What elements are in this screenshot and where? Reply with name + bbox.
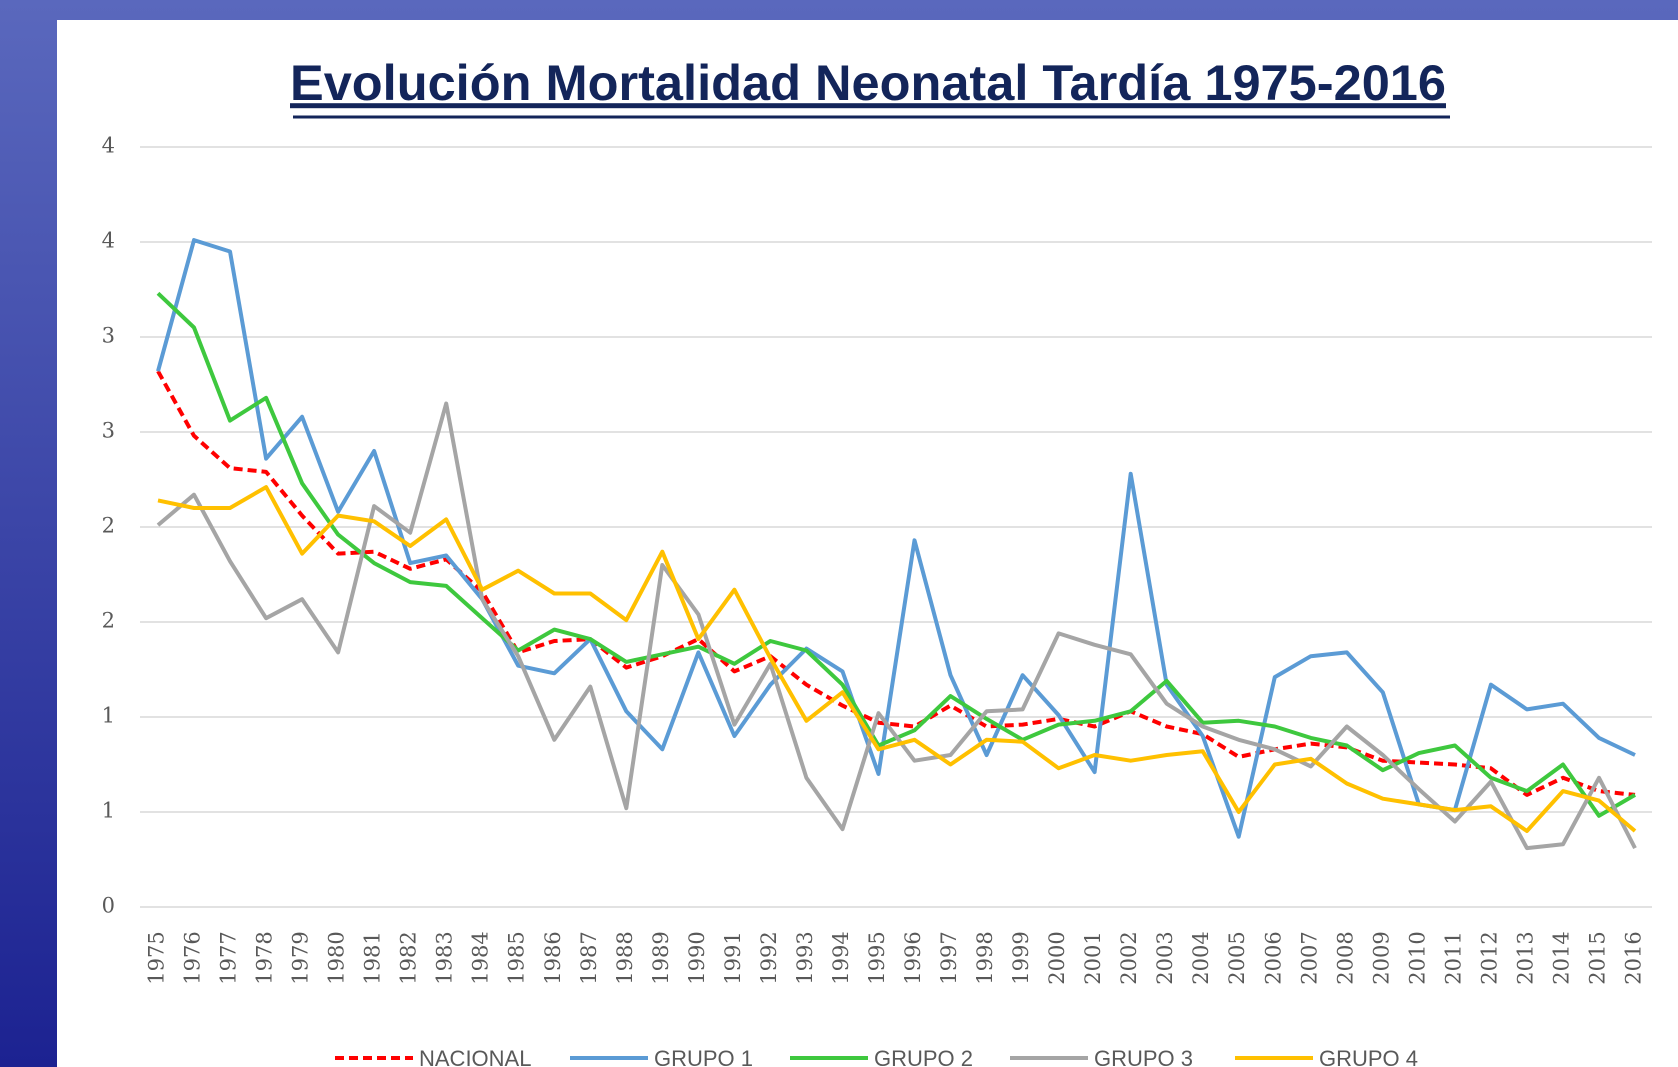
x-tick-label: 1979 <box>289 931 313 984</box>
x-tick-label: 2012 <box>1477 931 1501 984</box>
x-tick-label: 1976 <box>181 931 205 984</box>
x-tick-label: 2013 <box>1513 931 1537 984</box>
y-tick-label: 1 <box>102 704 115 728</box>
series-line <box>157 485 1637 833</box>
x-tick-label: 1984 <box>469 931 493 984</box>
x-tick-label: 2009 <box>1369 931 1393 984</box>
legend-label: NACIONAL <box>419 1046 531 1067</box>
x-tick-label: 1990 <box>685 931 709 984</box>
series-line <box>156 238 1636 839</box>
x-tick-label: 1975 <box>145 931 169 984</box>
x-tick-label: 1991 <box>721 931 745 984</box>
x-tick-label: 1995 <box>865 931 889 984</box>
x-tick-label: 2005 <box>1225 931 1249 984</box>
y-tick-label: 3 <box>102 419 115 443</box>
x-tick-label: 1997 <box>937 931 961 984</box>
x-tick-label: 2000 <box>1045 931 1069 984</box>
x-tick-label: 1987 <box>577 931 601 984</box>
series-line <box>156 370 1636 797</box>
x-tick-label: 2007 <box>1297 931 1321 984</box>
legend-label: GRUPO 2 <box>874 1046 973 1067</box>
x-tick-label: 1999 <box>1009 931 1033 984</box>
y-tick-label: 4 <box>102 134 115 158</box>
x-tick-label: 2002 <box>1117 931 1141 984</box>
x-tick-label: 1988 <box>613 931 637 984</box>
x-tick-label: 2004 <box>1189 931 1213 984</box>
x-tick-label: 1981 <box>361 931 385 984</box>
panel <box>57 20 1678 1067</box>
x-tick-label: 1998 <box>973 931 997 984</box>
legend-label: GRUPO 4 <box>1319 1046 1418 1067</box>
y-tick-label: 3 <box>102 324 115 348</box>
x-tick-label: 2015 <box>1585 931 1609 984</box>
x-tick-label: 2006 <box>1261 931 1285 984</box>
x-tick-label: 2003 <box>1153 931 1177 984</box>
y-tick-label: 2 <box>102 609 115 633</box>
x-tick-label: 1978 <box>253 931 277 984</box>
x-tick-label: 2011 <box>1441 931 1465 984</box>
x-tick-label: 1993 <box>793 931 817 984</box>
y-tick-label: 2 <box>102 514 115 538</box>
x-tick-label: 1983 <box>433 931 457 984</box>
chart-title: Evolución Mortalidad Neonatal Tardía 197… <box>290 55 1446 111</box>
series-line <box>156 401 1637 851</box>
x-tick-label: 2010 <box>1405 931 1429 984</box>
x-tick-label: 1989 <box>649 931 673 984</box>
x-tick-label: 2001 <box>1081 931 1105 984</box>
y-tick-label: 0 <box>102 894 115 918</box>
x-tick-label: 1982 <box>397 931 421 984</box>
y-tick-label: 4 <box>102 229 115 253</box>
x-tick-label: 1992 <box>757 931 781 984</box>
x-tick-label: 2016 <box>1622 931 1646 984</box>
x-tick-label: 1994 <box>829 931 853 984</box>
x-tick-label: 2014 <box>1549 931 1573 984</box>
legend-label: GRUPO 1 <box>654 1046 753 1067</box>
x-tick-label: 1980 <box>325 931 349 984</box>
x-tick-label: 1985 <box>505 931 529 984</box>
x-tick-label: 1986 <box>541 931 565 984</box>
x-tick-label: 1977 <box>217 931 241 984</box>
x-tick-label: 2008 <box>1333 931 1357 984</box>
legend-label: GRUPO 3 <box>1094 1046 1193 1067</box>
y-tick-label: 1 <box>102 799 115 823</box>
x-tick-label: 1996 <box>901 931 925 984</box>
